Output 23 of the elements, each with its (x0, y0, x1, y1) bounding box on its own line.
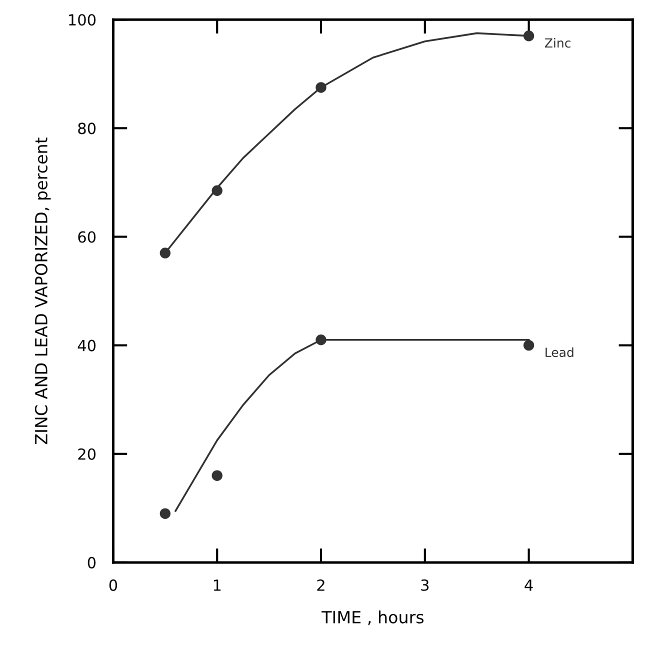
x-tick-label: 2 (317, 579, 324, 591)
x-tick-label: 4 (524, 580, 533, 591)
y-tick-label: 0 (88, 556, 96, 568)
point (160, 248, 171, 258)
y-tick-label: 20 (78, 448, 96, 460)
y-tick-label: 100 (69, 14, 96, 26)
point (212, 470, 222, 481)
y-tick-label: 40 (78, 340, 96, 352)
point (523, 340, 534, 351)
series-label: Lead (546, 347, 574, 358)
point (316, 82, 326, 93)
y-tick-label: 80 (78, 122, 96, 134)
x-axis-title: TIME , hours (322, 610, 424, 626)
x-tick-label: 3 (421, 579, 429, 591)
point (160, 508, 171, 519)
x-tick-label: 0 (109, 579, 118, 591)
y-axis-title: ZINC AND LEAD VAPORIZED, percent (34, 138, 51, 444)
series-label: Zinc (544, 38, 570, 48)
point (212, 185, 222, 196)
y-tick-label: 60 (78, 231, 96, 243)
x-tick-label: 1 (214, 580, 221, 591)
point (316, 334, 326, 346)
point (523, 30, 534, 42)
